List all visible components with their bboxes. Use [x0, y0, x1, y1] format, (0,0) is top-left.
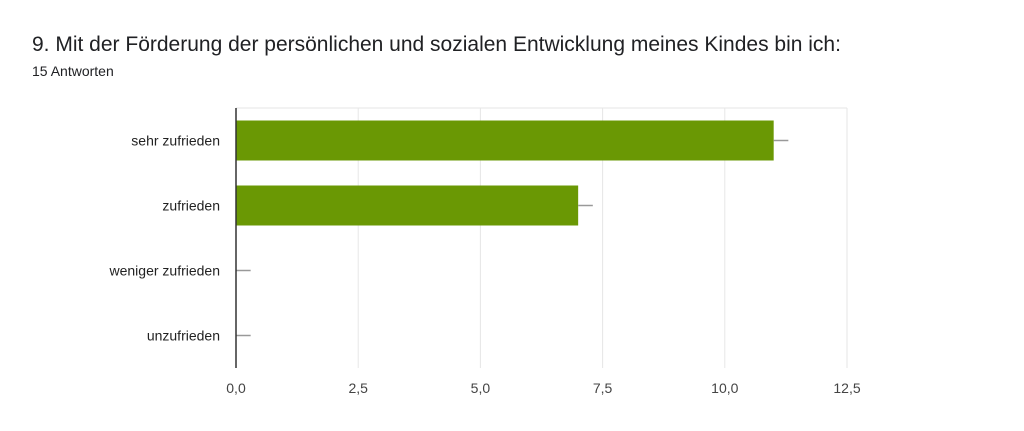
category-label: unzufrieden — [147, 328, 220, 344]
category-label: sehr zufrieden — [131, 133, 220, 149]
category-label: zufrieden — [162, 198, 220, 214]
question-title: 9. Mit der Förderung der persönlichen un… — [32, 33, 841, 56]
x-tick-label: 7,5 — [593, 380, 613, 396]
response-count: 15 Antworten — [32, 63, 114, 79]
x-tick-label: 2,5 — [348, 380, 368, 396]
x-tick-label: 12,5 — [833, 380, 860, 396]
x-tick-label: 5,0 — [471, 380, 491, 396]
category-label: weniger zufrieden — [108, 263, 220, 279]
bar — [236, 185, 579, 226]
x-tick-label: 0,0 — [226, 380, 246, 396]
x-tick-label: 10,0 — [711, 380, 738, 396]
bar — [236, 120, 774, 161]
